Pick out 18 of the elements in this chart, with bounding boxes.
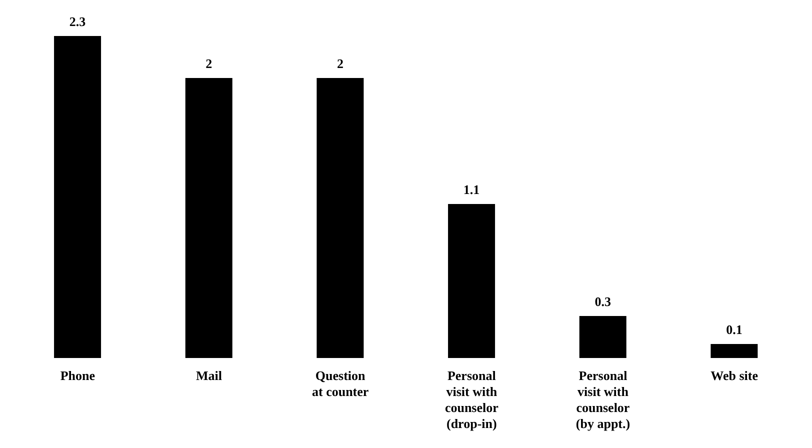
x-tick-label: Personal visit with counselor (by appt.) xyxy=(576,368,630,431)
bar xyxy=(579,316,626,358)
data-label: 2 xyxy=(336,56,344,71)
bar xyxy=(316,78,364,358)
data-label: 2.3 xyxy=(69,14,86,29)
x-tick-label: Personal visit with counselor (drop-in) xyxy=(444,368,499,431)
bar xyxy=(448,204,496,358)
x-tick-label: Question at counter xyxy=(312,368,369,399)
bar xyxy=(185,78,232,358)
x-tick-label: Mail xyxy=(196,368,222,383)
bar xyxy=(54,36,102,358)
data-label: 0.1 xyxy=(726,322,742,337)
x-tick-label: Web site xyxy=(710,368,758,383)
data-label: 1.1 xyxy=(463,182,480,197)
data-label: 2 xyxy=(206,56,212,71)
data-label: 0.3 xyxy=(594,294,612,309)
bar xyxy=(710,344,758,358)
x-tick-label: Phone xyxy=(60,368,96,383)
